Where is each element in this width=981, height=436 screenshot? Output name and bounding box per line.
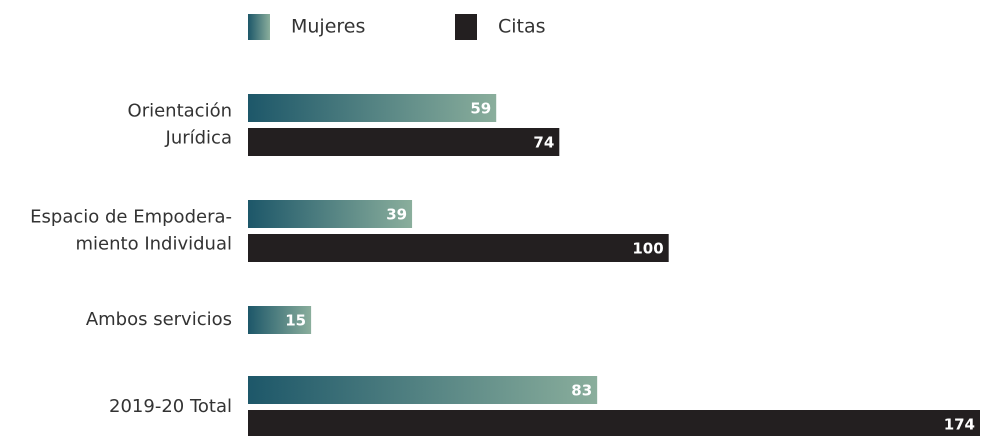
category-label: miento Individual <box>76 234 232 255</box>
value-label: 74 <box>533 134 554 152</box>
category-label: Ambos servicios <box>86 309 232 330</box>
value-label: 15 <box>285 312 306 330</box>
bar <box>248 94 497 122</box>
value-label: 83 <box>571 382 592 400</box>
bar <box>248 234 669 262</box>
bar <box>248 376 598 404</box>
value-label: 174 <box>944 416 975 434</box>
legend-label: Mujeres <box>291 16 365 38</box>
legend-swatch <box>455 14 477 40</box>
bar <box>248 128 560 156</box>
value-label: 100 <box>632 240 663 258</box>
legend-swatch <box>248 14 270 40</box>
category-label: Jurídica <box>165 128 232 149</box>
value-label: 59 <box>470 100 491 118</box>
category-label: Orientación <box>128 101 232 122</box>
legend-label: Citas <box>498 16 546 38</box>
bar <box>248 306 312 334</box>
bar <box>248 200 413 228</box>
category-label: Espacio de Empodera- <box>30 207 232 228</box>
category-label: 2019-20 Total <box>109 396 232 417</box>
bar <box>248 410 980 436</box>
value-label: 39 <box>386 206 407 224</box>
